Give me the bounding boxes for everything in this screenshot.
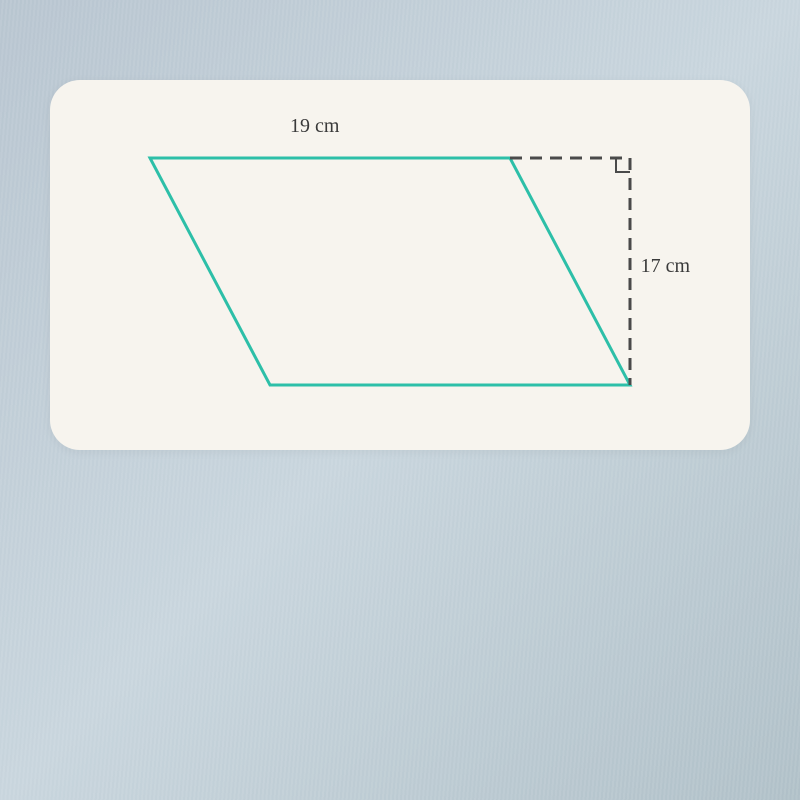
parallelogram-svg [90,120,720,420]
parallelogram-shape [150,158,630,385]
diagram-container: 19 cm 17 cm [90,120,710,410]
height-length-label: 17 cm [641,255,690,278]
base-length-label: 19 cm [290,115,339,138]
right-angle-marker [616,158,630,172]
diagram-card: 19 cm 17 cm [50,80,750,450]
